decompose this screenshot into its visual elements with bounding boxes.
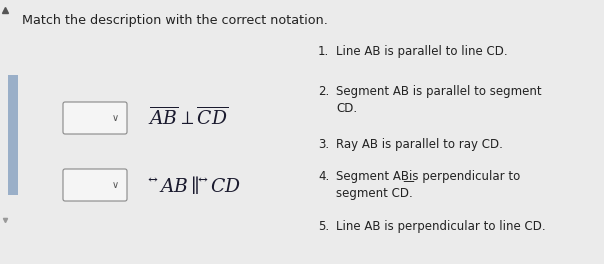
- Text: ∨: ∨: [111, 113, 118, 123]
- Text: Segment AB is parallel to segment
CD.: Segment AB is parallel to segment CD.: [336, 85, 542, 115]
- FancyBboxPatch shape: [8, 75, 18, 195]
- Text: Segment AB͟is perpendicular to
segment CD.: Segment AB͟is perpendicular to segment C…: [336, 170, 520, 200]
- Text: Match the description with the correct notation.: Match the description with the correct n…: [22, 14, 328, 27]
- FancyBboxPatch shape: [63, 169, 127, 201]
- Text: Line AB is parallel to line CD.: Line AB is parallel to line CD.: [336, 45, 507, 58]
- Text: ∨: ∨: [111, 180, 118, 190]
- Text: 1.: 1.: [318, 45, 329, 58]
- Text: $\overline{AB}$$\perp$$\overline{CD}$: $\overline{AB}$$\perp$$\overline{CD}$: [148, 107, 228, 129]
- Text: Line AB is perpendicular to line CD.: Line AB is perpendicular to line CD.: [336, 220, 545, 233]
- Text: Ray AB is parallel to ray CD.: Ray AB is parallel to ray CD.: [336, 138, 503, 151]
- Text: 2.: 2.: [318, 85, 329, 98]
- FancyBboxPatch shape: [63, 102, 127, 134]
- Text: 3.: 3.: [318, 138, 329, 151]
- Text: 5.: 5.: [318, 220, 329, 233]
- Text: $\overleftrightarrow{AB}$$\parallel$$\overleftrightarrow{CD}$: $\overleftrightarrow{AB}$$\parallel$$\ov…: [148, 174, 241, 196]
- Text: 4.: 4.: [318, 170, 329, 183]
